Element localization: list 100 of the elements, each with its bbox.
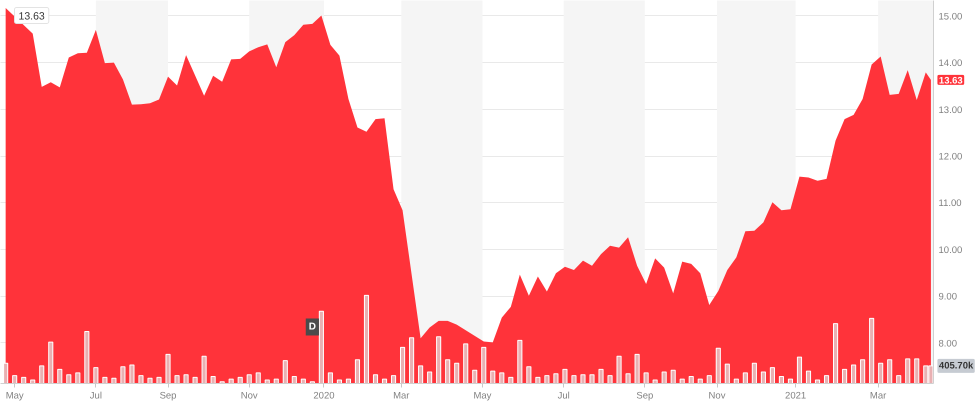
bar xyxy=(589,374,595,384)
bar xyxy=(742,372,748,384)
bar xyxy=(390,375,396,384)
bar xyxy=(328,372,333,384)
y-tick-label: 13.00 xyxy=(938,104,962,116)
bar xyxy=(562,368,568,384)
bar xyxy=(174,375,180,384)
bar xyxy=(580,374,586,384)
bar xyxy=(156,376,162,384)
bar xyxy=(418,365,424,384)
bar xyxy=(3,362,8,384)
y-tick-label: 10.00 xyxy=(938,244,962,256)
x-tick-label: Mar xyxy=(393,390,410,402)
bar xyxy=(770,367,775,384)
bar xyxy=(706,375,712,384)
bar xyxy=(292,376,297,384)
bar xyxy=(644,372,649,384)
bar xyxy=(734,378,739,384)
bar xyxy=(499,372,504,384)
bar xyxy=(860,359,866,384)
bar xyxy=(626,373,631,384)
bar xyxy=(445,359,450,384)
y-tick-label: 11.00 xyxy=(938,198,962,210)
x-tick-label: Jul xyxy=(90,390,102,402)
y-tick-label: 9.00 xyxy=(938,292,957,303)
bar xyxy=(517,340,522,384)
bar xyxy=(84,331,90,384)
bar xyxy=(851,364,856,384)
bar xyxy=(508,376,514,384)
bar xyxy=(616,356,622,384)
bar xyxy=(165,354,171,384)
bar xyxy=(282,360,288,384)
bar xyxy=(806,370,812,384)
x-tick-label: May xyxy=(473,390,492,402)
bar xyxy=(778,376,784,384)
bar xyxy=(481,346,486,384)
y-tick-label: 12.00 xyxy=(938,152,962,163)
bar xyxy=(716,348,721,384)
bar xyxy=(30,379,36,384)
bar xyxy=(75,372,80,384)
bar xyxy=(905,358,910,384)
bar xyxy=(66,374,72,384)
bar xyxy=(887,359,892,384)
bar xyxy=(833,323,838,384)
bar xyxy=(544,375,550,384)
x-tick-label: Mar xyxy=(870,390,886,402)
x-tick-label: Nov xyxy=(240,390,258,402)
x-tick-label: Sep xyxy=(160,390,176,402)
bar xyxy=(111,378,116,384)
bar xyxy=(427,372,432,384)
bar xyxy=(878,362,884,384)
x-tick-label: 2021 xyxy=(785,390,806,402)
bar xyxy=(400,346,406,384)
y-tick-label: 14.00 xyxy=(938,58,962,70)
bar xyxy=(670,370,676,384)
bar xyxy=(300,378,306,384)
data-label: 13.63 xyxy=(938,75,963,86)
bar xyxy=(842,368,848,384)
bar xyxy=(184,374,189,384)
y-tick-label: 8.00 xyxy=(938,338,957,350)
bar xyxy=(490,370,496,384)
bar xyxy=(120,366,126,384)
annotation: D xyxy=(308,321,316,332)
bar xyxy=(372,374,378,384)
x-tick-label: Jul xyxy=(558,390,570,402)
bar xyxy=(138,375,144,384)
bar xyxy=(102,376,108,384)
bar xyxy=(12,375,18,384)
bar xyxy=(129,364,135,384)
bar xyxy=(354,359,360,384)
bar xyxy=(228,378,234,384)
bar xyxy=(364,294,370,384)
bar xyxy=(346,378,352,384)
bar xyxy=(57,368,62,384)
bar xyxy=(598,368,604,384)
annotation: 13.63 xyxy=(18,10,45,22)
bar xyxy=(21,376,26,384)
bar xyxy=(382,378,388,384)
bar xyxy=(210,376,216,384)
bar xyxy=(202,356,207,384)
bar xyxy=(680,378,685,384)
bar xyxy=(39,365,44,384)
bar xyxy=(760,372,766,384)
bar xyxy=(256,372,261,384)
bar xyxy=(914,358,920,384)
x-tick-label: Nov xyxy=(708,390,726,402)
bar xyxy=(409,337,414,384)
bar xyxy=(698,378,703,384)
bar xyxy=(274,378,279,384)
bar xyxy=(535,376,540,384)
bar xyxy=(526,366,532,384)
bar xyxy=(607,375,613,384)
x-tick-label: Sep xyxy=(636,390,654,402)
bar xyxy=(634,354,640,384)
bar xyxy=(264,379,270,384)
bar xyxy=(48,342,54,384)
bar xyxy=(192,376,198,384)
bar xyxy=(147,378,153,384)
bar xyxy=(896,375,902,384)
bar xyxy=(752,362,757,384)
